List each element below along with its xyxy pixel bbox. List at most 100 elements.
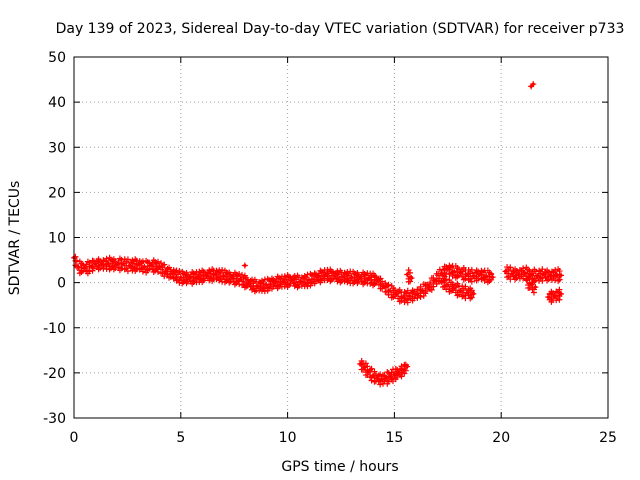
data-point	[559, 292, 563, 296]
data-point	[525, 278, 529, 282]
chart-title: Day 139 of 2023, Sidereal Day-to-day VTE…	[56, 21, 625, 37]
data-point	[401, 295, 405, 299]
data-point	[281, 279, 285, 283]
data-point	[367, 370, 371, 374]
y-tick-label: 30	[48, 140, 66, 156]
data-point	[405, 364, 409, 369]
data-point	[247, 281, 251, 286]
series-1	[438, 273, 565, 305]
data-point	[358, 362, 362, 366]
data-point	[529, 272, 533, 277]
data-point	[433, 278, 437, 282]
data-points	[71, 81, 565, 388]
y-tick-label: -10	[43, 321, 66, 337]
x-tick-label: 10	[279, 430, 297, 446]
data-point	[106, 261, 110, 265]
data-point	[358, 276, 362, 280]
data-point	[213, 272, 217, 277]
data-point	[204, 273, 209, 278]
data-point	[187, 276, 191, 280]
data-point	[256, 284, 260, 288]
data-point	[471, 274, 476, 278]
series-markers	[357, 357, 411, 388]
data-point	[529, 84, 533, 88]
data-point	[388, 374, 392, 379]
data-point	[221, 274, 226, 278]
data-point	[542, 272, 546, 277]
data-point	[459, 271, 463, 275]
data-point	[529, 283, 533, 287]
y-axis-label: SDTVAR / TECUs	[7, 181, 23, 296]
data-point	[397, 371, 401, 375]
series-2	[357, 357, 411, 388]
data-point	[371, 373, 375, 378]
data-point	[179, 275, 183, 279]
series-0	[71, 253, 565, 306]
data-point	[510, 272, 514, 276]
data-point	[93, 262, 97, 266]
data-point	[375, 278, 379, 282]
data-point	[420, 289, 424, 293]
data-point	[341, 275, 345, 279]
data-point	[332, 274, 337, 278]
data-point	[503, 269, 508, 273]
data-point	[264, 283, 268, 287]
data-point	[533, 285, 537, 289]
data-point	[401, 368, 405, 372]
data-point	[523, 271, 527, 275]
series-markers	[241, 81, 537, 285]
data-point	[157, 265, 162, 269]
data-point	[531, 82, 535, 86]
data-point	[362, 365, 367, 370]
data-point	[136, 262, 140, 267]
data-point	[392, 372, 396, 376]
data-point	[553, 294, 557, 298]
grid-lines	[74, 57, 608, 418]
x-tick-label: 5	[176, 430, 185, 446]
data-point	[446, 283, 450, 287]
data-point	[414, 292, 418, 296]
data-point	[290, 278, 294, 282]
data-point	[452, 286, 456, 290]
data-point	[121, 262, 125, 266]
data-point	[367, 276, 371, 280]
data-point	[100, 262, 104, 267]
data-point	[230, 276, 234, 280]
y-tick-label: -20	[43, 366, 66, 382]
data-point	[243, 263, 247, 268]
data-point	[239, 277, 243, 281]
y-tick-label: 40	[48, 95, 66, 111]
data-point	[127, 263, 132, 268]
data-point	[375, 376, 379, 380]
data-point	[478, 272, 482, 277]
series-3	[241, 81, 537, 285]
data-point	[76, 265, 80, 269]
data-point	[535, 274, 540, 278]
data-point	[273, 281, 277, 285]
data-point	[465, 290, 469, 295]
data-point	[350, 275, 354, 279]
data-point	[196, 275, 200, 279]
data-point	[170, 272, 174, 276]
data-point	[379, 378, 384, 382]
data-point	[298, 280, 303, 284]
data-point	[465, 272, 469, 277]
y-tick-label: 20	[48, 185, 66, 201]
y-tick-label: -30	[43, 411, 66, 427]
y-tick-label: 10	[48, 231, 66, 247]
data-point	[548, 274, 552, 278]
y-tick-label: 50	[48, 50, 66, 66]
data-point	[89, 264, 93, 268]
x-tick-label: 20	[492, 430, 510, 446]
data-point	[388, 289, 392, 293]
data-point	[452, 269, 456, 273]
data-point	[546, 295, 550, 299]
x-tick-label: 25	[599, 430, 617, 446]
y-tick-label: 0	[57, 276, 66, 292]
data-point	[459, 289, 463, 293]
data-point	[484, 274, 488, 278]
data-point	[405, 272, 409, 277]
data-point	[83, 266, 87, 270]
data-point	[439, 272, 443, 276]
